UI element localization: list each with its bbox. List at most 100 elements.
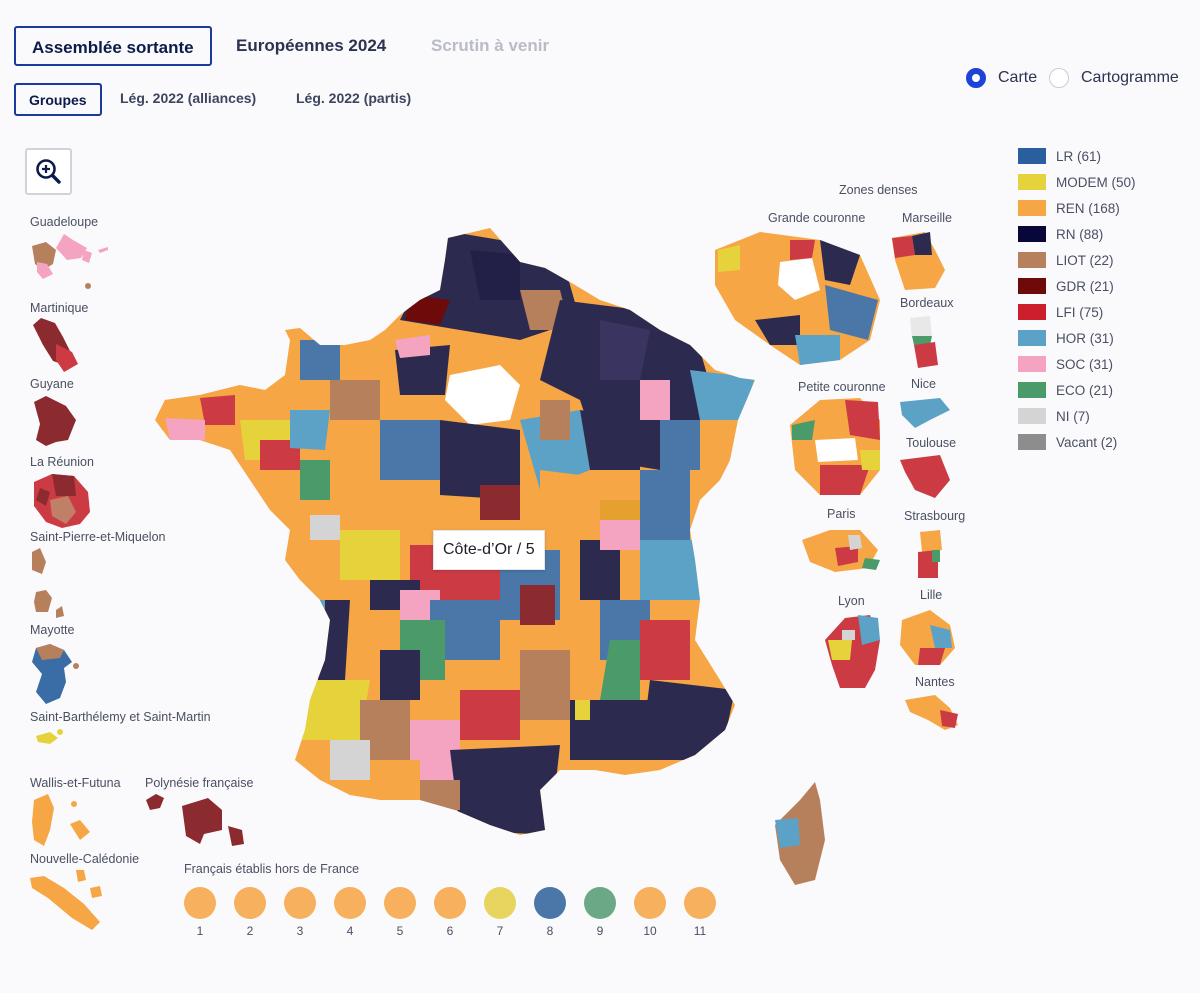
legend-item: LIOT (22)	[1018, 247, 1136, 273]
tab-scrutin-a-venir[interactable]: Scrutin à venir	[431, 36, 550, 55]
legend-swatch	[1018, 148, 1046, 164]
label-nice: Nice	[911, 377, 937, 391]
circonscription-circle[interactable]	[434, 887, 466, 919]
circonscription-circle[interactable]	[384, 887, 416, 919]
label-marseille: Marseille	[902, 211, 953, 225]
shape-mayotte	[32, 644, 79, 704]
shape-strasbourg	[918, 530, 942, 578]
circonscription-circle[interactable]	[684, 887, 716, 919]
shape-polynesie	[146, 794, 244, 846]
legend-label: REN (168)	[1056, 200, 1120, 216]
shape-martinique	[33, 318, 78, 372]
tab-europeennes-2024[interactable]: Européennes 2024	[236, 36, 387, 55]
label-petite-couronne: Petite couronne	[798, 380, 886, 394]
shape-petite-couronne	[790, 398, 880, 495]
subtab-groupes[interactable]: Groupes	[14, 83, 102, 116]
circonscription-3[interactable]: 3	[284, 887, 316, 938]
legend-label: GDR (21)	[1056, 278, 1114, 294]
legend-swatch	[1018, 304, 1046, 320]
radio-cartogramme[interactable]: Cartogramme	[1049, 68, 1179, 88]
circonscription-number: 3	[296, 924, 304, 938]
circonscription-circle[interactable]	[284, 887, 316, 919]
shape-lyon	[825, 615, 880, 688]
legend-swatch	[1018, 226, 1046, 242]
shape-grande-couronne	[715, 232, 880, 365]
circonscription-circle[interactable]	[634, 887, 666, 919]
legend-swatch	[1018, 330, 1046, 346]
label-paris: Paris	[827, 507, 856, 521]
circonscription-number: 7	[496, 924, 504, 938]
zoom-in-icon	[36, 159, 61, 184]
legend: LR (61) MODEM (50) REN (168) RN (88) LIOT (2…	[1018, 143, 1136, 455]
circonscription-circle[interactable]	[234, 887, 266, 919]
circonscription-6[interactable]: 6	[434, 887, 466, 938]
circonscription-circle[interactable]	[184, 887, 216, 919]
legend-label: Vacant (2)	[1056, 434, 1118, 450]
circonscription-5[interactable]: 5	[384, 887, 416, 938]
circonscription-4[interactable]: 4	[334, 887, 366, 938]
label-nantes: Nantes	[915, 675, 955, 689]
label-guyane: Guyane	[30, 377, 74, 391]
label-mayotte: Mayotte	[30, 623, 75, 637]
circonscription-circle[interactable]	[534, 887, 566, 919]
circonscription-circle[interactable]	[484, 887, 516, 919]
circonscription-number: 9	[596, 924, 604, 938]
shape-saint-barthelemy	[36, 729, 63, 744]
shape-wallis-et-futuna	[32, 794, 90, 846]
label-grande-couronne: Grande couronne	[768, 211, 866, 225]
shape-nantes	[905, 695, 958, 730]
legend-item: RN (88)	[1018, 221, 1136, 247]
circonscription-number: 2	[246, 924, 254, 938]
shape-marseille	[892, 232, 945, 290]
legend-item: ECO (21)	[1018, 377, 1136, 403]
legend-item: LFI (75)	[1018, 299, 1136, 325]
shape-paris	[802, 530, 880, 572]
label-francais-hors-de-france: Français établis hors de France	[184, 862, 360, 876]
tab-assemblee-sortante[interactable]: Assemblée sortante	[14, 26, 212, 66]
circonscription-2[interactable]: 2	[234, 887, 266, 938]
radio-selected-icon[interactable]	[966, 68, 986, 88]
circonscription-1[interactable]: 1	[184, 887, 216, 938]
circonscription-7[interactable]: 7	[484, 887, 516, 938]
legend-swatch	[1018, 382, 1046, 398]
shape-reunion	[34, 474, 90, 528]
legend-label: MODEM (50)	[1056, 174, 1136, 190]
circonscription-11[interactable]: 11	[684, 887, 716, 938]
zoom-button[interactable]	[25, 148, 72, 195]
label-lille: Lille	[920, 588, 943, 602]
shape-nouvelle-caledonie	[30, 870, 102, 930]
circonscription-8[interactable]: 8	[534, 887, 566, 938]
legend-item: GDR (21)	[1018, 273, 1136, 299]
legend-label: HOR (31)	[1056, 330, 1114, 346]
legend-item: REN (168)	[1018, 195, 1136, 221]
legend-item: LR (61)	[1018, 143, 1136, 169]
circonscription-9[interactable]: 9	[584, 887, 616, 938]
legend-label: RN (88)	[1056, 226, 1104, 242]
circonscription-10[interactable]: 10	[634, 887, 666, 938]
subtab-leg-2022-alliances[interactable]: Lég. 2022 (alliances)	[120, 90, 257, 106]
circonscription-number: 11	[693, 924, 707, 938]
legend-swatch	[1018, 252, 1046, 268]
legend-swatch	[1018, 278, 1046, 294]
circonscription-circle[interactable]	[334, 887, 366, 919]
radio-unselected-icon[interactable]	[1049, 68, 1069, 88]
shape-nice	[900, 398, 950, 428]
label-wallis-et-futuna: Wallis-et-Futuna	[30, 776, 121, 790]
circonscription-circle[interactable]	[584, 887, 616, 919]
legend-swatch	[1018, 408, 1046, 424]
shape-lille	[900, 610, 955, 665]
circonscription-number: 1	[196, 924, 204, 938]
label-martinique: Martinique	[30, 301, 89, 315]
shape-corse	[775, 782, 825, 885]
label-lyon: Lyon	[838, 594, 865, 608]
legend-item: MODEM (50)	[1018, 169, 1136, 195]
shape-toulouse	[900, 455, 950, 498]
subtab-leg-2022-partis[interactable]: Lég. 2022 (partis)	[296, 90, 412, 106]
legend-swatch	[1018, 434, 1046, 450]
legend-item: Vacant (2)	[1018, 429, 1136, 455]
legend-swatch	[1018, 174, 1046, 190]
label-guadeloupe: Guadeloupe	[30, 215, 99, 229]
legend-swatch	[1018, 200, 1046, 216]
label-polynesie-francaise: Polynésie française	[145, 776, 254, 790]
radio-carte[interactable]: Carte	[966, 68, 1037, 88]
